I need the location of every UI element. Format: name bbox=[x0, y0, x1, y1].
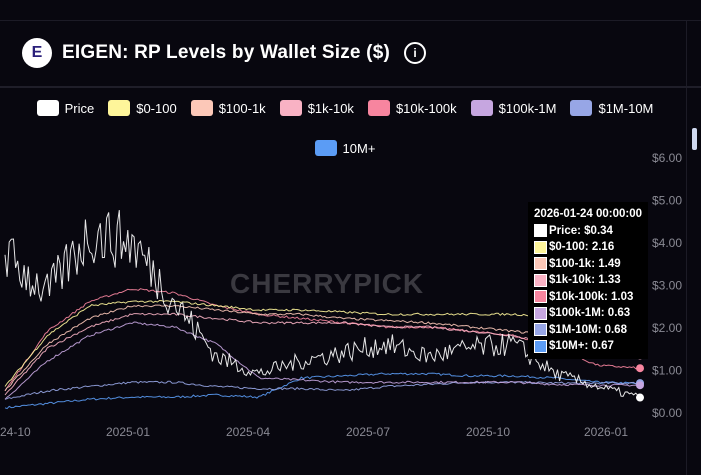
tooltip-swatch bbox=[534, 240, 547, 254]
chart-header: E EIGEN: RP Levels by Wallet Size ($) i bbox=[22, 38, 426, 68]
chart-title: EIGEN: RP Levels by Wallet Size ($) bbox=[62, 42, 390, 63]
tooltip-swatch bbox=[534, 323, 547, 337]
legend-label: $100k-1M bbox=[498, 100, 557, 116]
legend-swatch bbox=[279, 100, 302, 116]
watermark: CHERRYPICK bbox=[230, 268, 425, 299]
y-tick-label: $6.00 bbox=[652, 151, 682, 165]
legend-item[interactable]: $0-100 bbox=[108, 100, 177, 116]
y-tick-label: $0.00 bbox=[652, 406, 682, 420]
top-border bbox=[0, 20, 701, 21]
series-line bbox=[4, 321, 640, 400]
tooltip-row: $0-100: 2.16 bbox=[534, 239, 642, 256]
tooltip-text: $10M+: 0.67 bbox=[549, 340, 614, 352]
legend-item[interactable]: $10k-100k bbox=[367, 100, 457, 116]
tooltip-row: $10k-100k: 1.03 bbox=[534, 289, 642, 306]
legend-label: $10k-100k bbox=[395, 100, 457, 116]
legend-item[interactable]: $100k-1M bbox=[470, 100, 557, 116]
x-tick-label: 24-10 bbox=[0, 425, 31, 439]
legend-label: $0-100 bbox=[136, 100, 177, 116]
x-tick-label: 2025-01 bbox=[106, 425, 150, 439]
legend-label: 10M+ bbox=[342, 140, 376, 156]
legend-swatch bbox=[190, 100, 213, 116]
tooltip-swatch bbox=[534, 273, 547, 287]
series-line bbox=[4, 372, 641, 410]
tooltip-text: $1M-10M: 0.68 bbox=[549, 323, 627, 336]
y-tick-label: $5.00 bbox=[652, 194, 682, 208]
legend-swatch bbox=[36, 100, 59, 116]
tooltip-row: Price: $0.34 bbox=[534, 223, 642, 240]
tooltip-swatch bbox=[534, 306, 547, 320]
legend-label: $100-1k bbox=[218, 100, 266, 116]
tooltip-swatch bbox=[534, 257, 547, 271]
info-icon[interactable]: i bbox=[404, 42, 426, 64]
tooltip-text: $1k-10k: 1.33 bbox=[549, 274, 621, 286]
panel-border bbox=[686, 20, 687, 475]
y-tick-label: $3.00 bbox=[652, 279, 682, 293]
legend-swatch bbox=[570, 100, 593, 116]
series-end-marker bbox=[636, 381, 644, 390]
x-tick-label: 2025-04 bbox=[226, 425, 270, 439]
tooltip-text: $0-100: 2.16 bbox=[549, 241, 615, 253]
series-line bbox=[4, 380, 641, 400]
series-end-marker bbox=[636, 393, 644, 402]
legend-item[interactable]: $1M-10M bbox=[570, 100, 653, 116]
legend-swatch bbox=[108, 100, 131, 116]
divider bbox=[0, 86, 701, 88]
tooltip-text: $100-1k: 1.49 bbox=[549, 257, 621, 270]
legend-item[interactable]: Price bbox=[36, 100, 95, 116]
legend-swatch bbox=[470, 100, 493, 116]
legend-item[interactable]: 10M+ bbox=[314, 140, 376, 156]
tooltip-text: Price: $0.34 bbox=[549, 224, 613, 237]
legend-label: $1M-10M bbox=[598, 100, 654, 116]
x-tick-label: 2025-07 bbox=[346, 425, 390, 439]
tooltip-row: $1M-10M: 0.68 bbox=[534, 322, 642, 339]
y-tick-label: $1.00 bbox=[652, 364, 682, 378]
tooltip-row: $10M+: 0.67 bbox=[534, 338, 642, 355]
legend-swatch bbox=[367, 100, 390, 116]
x-tick-label: 2026-01 bbox=[584, 425, 628, 439]
tooltip-row: $100k-1M: 0.63 bbox=[534, 305, 642, 322]
tooltip-row: $1k-10k: 1.33 bbox=[534, 272, 642, 289]
tooltip-swatch bbox=[534, 339, 547, 353]
tooltip-text: $100k-1M: 0.63 bbox=[549, 307, 631, 319]
y-tick-label: $4.00 bbox=[652, 236, 682, 250]
tooltip: 2026-01-24 00:00:00 Price: $0.34 $0-100: … bbox=[528, 202, 649, 359]
legend-swatch bbox=[314, 140, 337, 156]
chart-legend: Price $0-100 $100-1k $1k-10k $10k-100k $100k-… bbox=[0, 100, 690, 156]
legend-label: $1k-10k bbox=[307, 100, 354, 116]
legend-item[interactable]: $1k-10k bbox=[279, 100, 354, 116]
x-tick-label: 2025-10 bbox=[466, 425, 510, 439]
legend-item[interactable]: $100-1k bbox=[190, 100, 266, 116]
tooltip-swatch bbox=[534, 224, 547, 238]
eigen-logo-icon: E bbox=[22, 38, 52, 68]
tooltip-date: 2026-01-24 00:00:00 bbox=[534, 208, 643, 220]
y-tick-label: $2.00 bbox=[652, 321, 682, 335]
scrollbar[interactable] bbox=[692, 128, 697, 150]
legend-label: Price bbox=[64, 100, 95, 116]
tooltip-row: $100-1k: 1.49 bbox=[534, 256, 642, 273]
tooltip-swatch bbox=[534, 290, 547, 304]
tooltip-text: $10k-100k: 1.03 bbox=[549, 290, 634, 303]
series-end-marker bbox=[636, 364, 644, 373]
